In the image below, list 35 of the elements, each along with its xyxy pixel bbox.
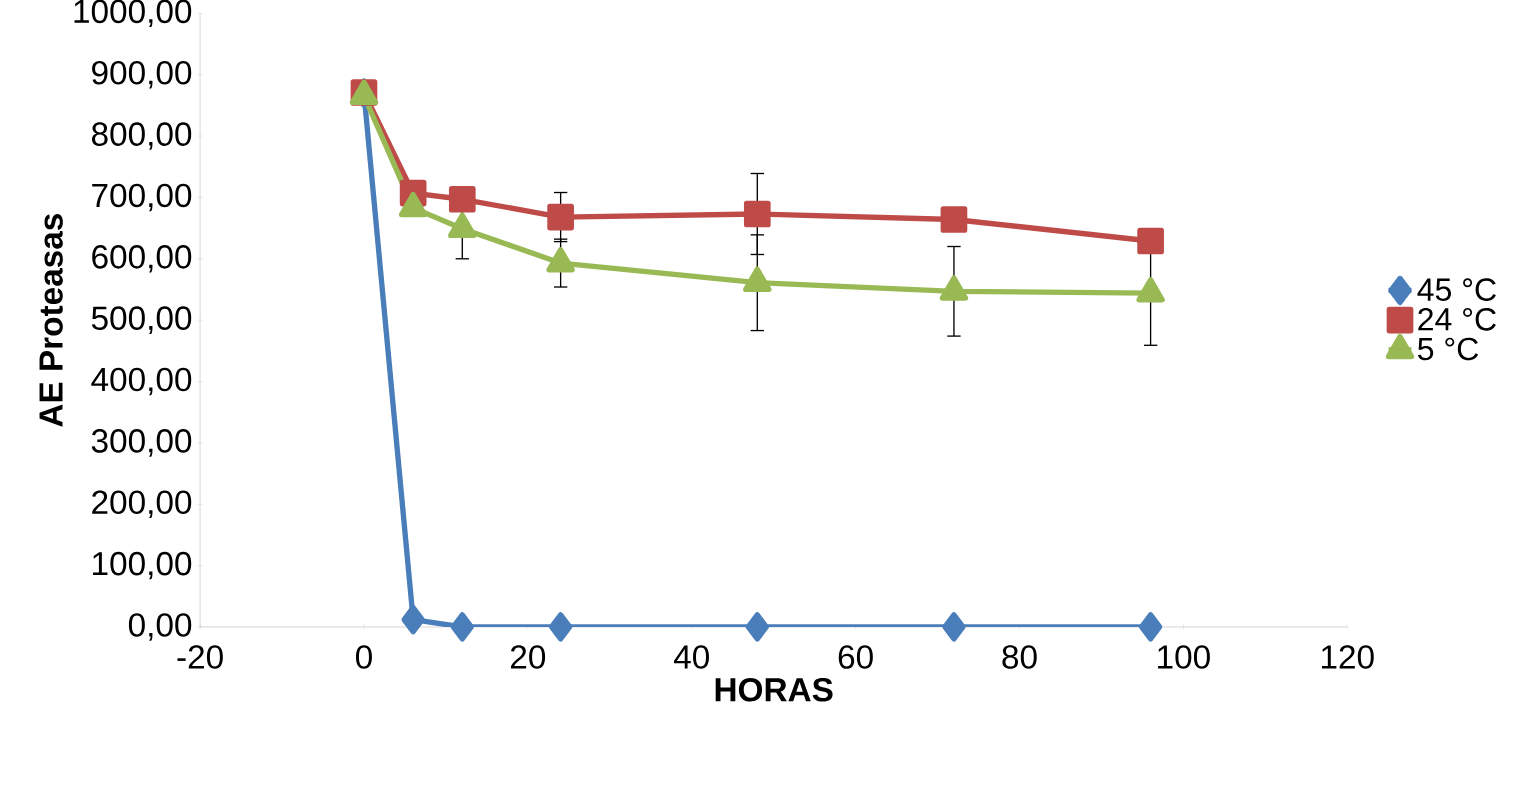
y-tick-label: 1000,00 xyxy=(74,0,192,28)
x-tick-label: 60 xyxy=(838,645,873,669)
y-tick-label: 300,00 xyxy=(91,429,192,457)
x-tick-label: 0 xyxy=(355,645,372,669)
point xyxy=(450,612,474,642)
y-tick-label: 400,00 xyxy=(91,367,192,396)
y-tick-label: 0,00 xyxy=(128,613,192,641)
y-axis-title: AE Proteasas xyxy=(39,214,63,427)
point xyxy=(940,206,968,233)
x-tick-label: 100 xyxy=(1158,645,1210,669)
point xyxy=(547,203,574,231)
y-tick-label: 900,00 xyxy=(92,60,192,89)
x-tick-label: -20 xyxy=(177,645,223,669)
x-tick-label: 40 xyxy=(673,645,709,669)
point xyxy=(548,612,573,642)
x-tick-label: 120 xyxy=(1321,645,1374,669)
y-tick-label: 600,00 xyxy=(92,245,192,273)
legend-label: 5 °C xyxy=(1418,337,1479,361)
point xyxy=(1138,612,1163,642)
point xyxy=(1137,227,1164,255)
y-tick-label: 700,00 xyxy=(92,183,192,212)
point xyxy=(942,612,966,642)
y-tick-label: 800,00 xyxy=(91,122,192,150)
x-axis-title: HORAS xyxy=(715,677,833,702)
legend-label: 24 °C xyxy=(1418,307,1496,331)
legend-label: 45 °C xyxy=(1417,278,1496,301)
point xyxy=(743,200,771,228)
y-tick-label: 100,00 xyxy=(93,551,192,580)
x-tick-label: 20 xyxy=(510,645,546,669)
point xyxy=(448,185,476,213)
point xyxy=(401,604,425,635)
x-tick-label: 80 xyxy=(1002,645,1037,669)
y-tick-label: 500,00 xyxy=(91,306,192,334)
y-tick-label: 200,00 xyxy=(92,490,192,518)
point xyxy=(745,612,769,642)
